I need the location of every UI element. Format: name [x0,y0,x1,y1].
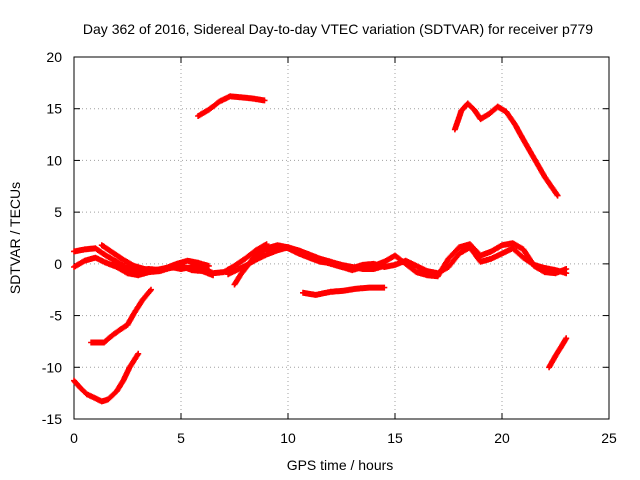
x-axis-title: GPS time / hours [287,457,394,473]
x-tick-label: 15 [387,430,403,446]
y-tick-label: 0 [54,256,62,272]
x-tick-label: 5 [177,430,185,446]
data-point-markers [88,286,154,346]
y-tick-label: 15 [46,101,62,117]
data-point-markers [225,244,388,278]
x-tick-label: 25 [601,430,617,446]
y-tick-label: -5 [50,308,63,324]
data-point-markers [300,284,388,298]
series-12 [225,244,388,278]
y-tick-label: -10 [42,359,62,375]
series-1 [71,350,142,405]
data-point-markers [451,100,561,199]
y-tick-label: -15 [42,411,62,427]
y-tick-label: 5 [54,204,62,220]
data-point-markers [546,335,570,371]
x-tick-label: 0 [70,430,78,446]
x-axis-ticks: 0 5 10 15 20 25 [70,57,617,446]
y-axis-title: SDTVAR / TECUs [7,182,23,294]
chart-title: Day 362 of 2016, Sidereal Day-to-day VTE… [83,21,593,37]
plot-border [73,56,610,420]
series-6 [546,335,570,371]
y-axis-ticks: -15 -10 -5 0 5 10 15 20 [42,49,609,427]
plot-frame [73,56,610,420]
grid-lines [74,57,609,419]
y-tick-label: 20 [46,49,62,65]
data-point-markers [71,350,142,405]
x-tick-label: 20 [494,430,510,446]
data-points [71,93,570,405]
series-3 [195,93,268,119]
data-point-markers [195,93,268,119]
series-5 [451,100,561,199]
data-point-markers [98,242,212,274]
series-9 [98,242,212,274]
series-2 [88,286,154,346]
y-tick-label: 10 [46,152,62,168]
x-tick-label: 10 [280,430,296,446]
series-4 [300,284,388,298]
